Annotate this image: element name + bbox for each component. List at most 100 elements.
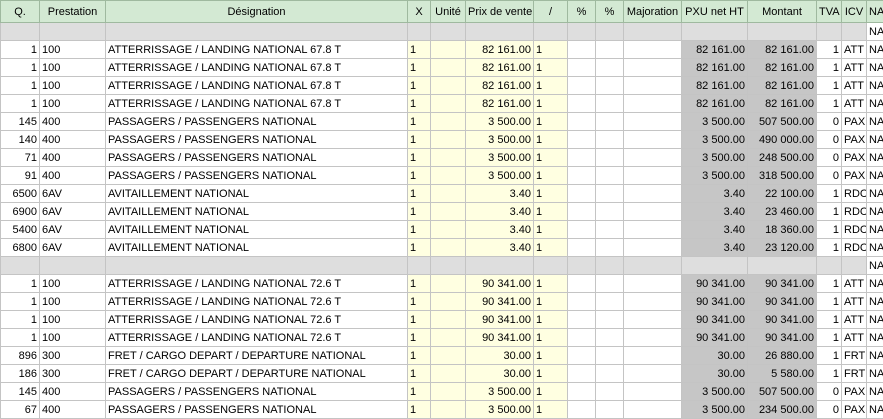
table-row[interactable]: 145 400 PASSAGERS / PASSENGERS NATIONAL 1 3 … bbox=[0, 112, 883, 131]
table-cell[interactable]: 1 bbox=[0, 76, 40, 95]
table-cell[interactable] bbox=[681, 256, 748, 275]
table-cell[interactable] bbox=[816, 256, 842, 275]
table-cell[interactable]: 0 bbox=[816, 130, 842, 149]
table-cell[interactable] bbox=[0, 256, 40, 275]
table-cell[interactable] bbox=[430, 184, 466, 203]
table-cell[interactable]: FRT bbox=[841, 346, 867, 365]
table-cell[interactable] bbox=[595, 184, 624, 203]
table-cell[interactable] bbox=[623, 202, 682, 221]
table-cell[interactable]: 90 341.00 bbox=[681, 310, 748, 329]
table-row[interactable]: 145 400 PASSAGERS / PASSENGERS NATIONAL 1 3 … bbox=[0, 382, 883, 401]
table-cell[interactable]: 6800 bbox=[0, 238, 40, 257]
table-cell[interactable]: 1 bbox=[533, 274, 568, 293]
table-cell[interactable]: 400 bbox=[39, 382, 106, 401]
table-cell[interactable]: 3 500.00 bbox=[681, 112, 748, 131]
table-cell[interactable]: 1 bbox=[816, 94, 842, 113]
table-cell[interactable]: 3 500.00 bbox=[681, 130, 748, 149]
table-cell[interactable]: 490 000.00 bbox=[747, 130, 817, 149]
table-cell[interactable]: NA bbox=[866, 310, 883, 329]
table-cell[interactable]: 1 bbox=[533, 202, 568, 221]
table-cell[interactable]: 3 500.00 bbox=[681, 166, 748, 185]
table-cell[interactable]: NA bbox=[866, 130, 883, 149]
table-cell[interactable] bbox=[841, 256, 867, 275]
table-cell[interactable]: 1 bbox=[407, 112, 431, 131]
table-cell[interactable] bbox=[623, 40, 682, 59]
table-cell[interactable]: 82 161.00 bbox=[747, 58, 817, 77]
table-cell[interactable]: 3.40 bbox=[465, 184, 534, 203]
table-cell[interactable]: 1 bbox=[407, 184, 431, 203]
table-cell[interactable]: 0 bbox=[816, 400, 842, 419]
table-cell[interactable]: 1 bbox=[533, 40, 568, 59]
table-cell[interactable]: 0 bbox=[816, 112, 842, 131]
table-cell[interactable]: 1 bbox=[407, 40, 431, 59]
table-cell[interactable]: 100 bbox=[39, 310, 106, 329]
table-cell[interactable]: 1 bbox=[407, 328, 431, 347]
table-cell[interactable]: 100 bbox=[39, 40, 106, 59]
table-cell[interactable]: 3.40 bbox=[681, 220, 748, 239]
table-cell[interactable]: 0 bbox=[816, 148, 842, 167]
table-cell[interactable]: 145 bbox=[0, 112, 40, 131]
column-header[interactable]: PXU net HT bbox=[681, 0, 748, 23]
table-cell[interactable] bbox=[623, 76, 682, 95]
table-cell[interactable]: 82 161.00 bbox=[465, 58, 534, 77]
table-cell[interactable]: ATTERRISSAGE / LANDING NATIONAL 67.8 T bbox=[105, 58, 408, 77]
table-cell[interactable] bbox=[595, 346, 624, 365]
table-row[interactable]: NA bbox=[0, 256, 883, 275]
table-cell[interactable]: 0 bbox=[816, 382, 842, 401]
table-cell[interactable]: 1 bbox=[0, 310, 40, 329]
table-cell[interactable] bbox=[567, 238, 596, 257]
table-cell[interactable]: 30.00 bbox=[681, 346, 748, 365]
table-cell[interactable]: 1 bbox=[407, 346, 431, 365]
table-cell[interactable] bbox=[623, 148, 682, 167]
table-cell[interactable] bbox=[39, 22, 106, 41]
table-cell[interactable] bbox=[567, 22, 596, 41]
table-cell[interactable]: 30.00 bbox=[465, 364, 534, 383]
column-header[interactable]: % bbox=[567, 0, 596, 23]
table-row[interactable]: 6500 6AV AVITAILLEMENT NATIONAL 1 3.40 1 3.40 2… bbox=[0, 184, 883, 203]
table-cell[interactable] bbox=[595, 94, 624, 113]
column-header[interactable]: TVA bbox=[816, 0, 842, 23]
table-cell[interactable] bbox=[430, 22, 466, 41]
table-cell[interactable]: 318 500.00 bbox=[747, 166, 817, 185]
table-cell[interactable]: 3 500.00 bbox=[681, 382, 748, 401]
table-cell[interactable]: 1 bbox=[533, 382, 568, 401]
table-cell[interactable] bbox=[430, 256, 466, 275]
table-cell[interactable]: 1 bbox=[407, 130, 431, 149]
table-cell[interactable]: PASSAGERS / PASSENGERS NATIONAL bbox=[105, 166, 408, 185]
table-row[interactable]: 1 100 ATTERRISSAGE / LANDING NATIONAL 67.8… bbox=[0, 94, 883, 113]
table-cell[interactable]: 30.00 bbox=[465, 346, 534, 365]
table-cell[interactable]: 507 500.00 bbox=[747, 382, 817, 401]
table-row[interactable]: 1 100 ATTERRISSAGE / LANDING NATIONAL 72.6… bbox=[0, 292, 883, 311]
table-cell[interactable]: 100 bbox=[39, 274, 106, 293]
table-cell[interactable]: AVITAILLEMENT NATIONAL bbox=[105, 238, 408, 257]
table-cell[interactable]: 90 341.00 bbox=[681, 292, 748, 311]
table-cell[interactable]: 71 bbox=[0, 148, 40, 167]
column-header[interactable]: Unité bbox=[430, 0, 466, 23]
table-cell[interactable]: 6AV bbox=[39, 220, 106, 239]
table-cell[interactable] bbox=[567, 310, 596, 329]
table-cell[interactable] bbox=[567, 130, 596, 149]
table-cell[interactable]: 1 bbox=[407, 400, 431, 419]
table-cell[interactable]: 1 bbox=[407, 94, 431, 113]
table-cell[interactable] bbox=[430, 274, 466, 293]
table-cell[interactable]: ATTERRISSAGE / LANDING NATIONAL 72.6 T bbox=[105, 292, 408, 311]
table-cell[interactable] bbox=[465, 256, 534, 275]
table-row[interactable]: 1 100 ATTERRISSAGE / LANDING NATIONAL 72.6… bbox=[0, 274, 883, 293]
table-cell[interactable]: 90 341.00 bbox=[681, 274, 748, 293]
table-cell[interactable] bbox=[623, 220, 682, 239]
table-cell[interactable]: 3.40 bbox=[465, 220, 534, 239]
table-cell[interactable] bbox=[567, 202, 596, 221]
table-cell[interactable] bbox=[567, 346, 596, 365]
table-cell[interactable] bbox=[681, 22, 748, 41]
table-cell[interactable]: RDC bbox=[841, 238, 867, 257]
table-row[interactable]: 71 400 PASSAGERS / PASSENGERS NATIONAL 1 3 5… bbox=[0, 148, 883, 167]
table-cell[interactable]: 82 161.00 bbox=[747, 94, 817, 113]
column-header[interactable]: Prix de vente bbox=[465, 0, 534, 23]
table-cell[interactable]: 5 580.00 bbox=[747, 364, 817, 383]
table-cell[interactable] bbox=[595, 382, 624, 401]
table-cell[interactable] bbox=[623, 94, 682, 113]
table-cell[interactable]: 18 360.00 bbox=[747, 220, 817, 239]
table-cell[interactable]: ATT bbox=[841, 94, 867, 113]
table-cell[interactable]: RDC bbox=[841, 202, 867, 221]
table-cell[interactable]: 1 bbox=[533, 148, 568, 167]
